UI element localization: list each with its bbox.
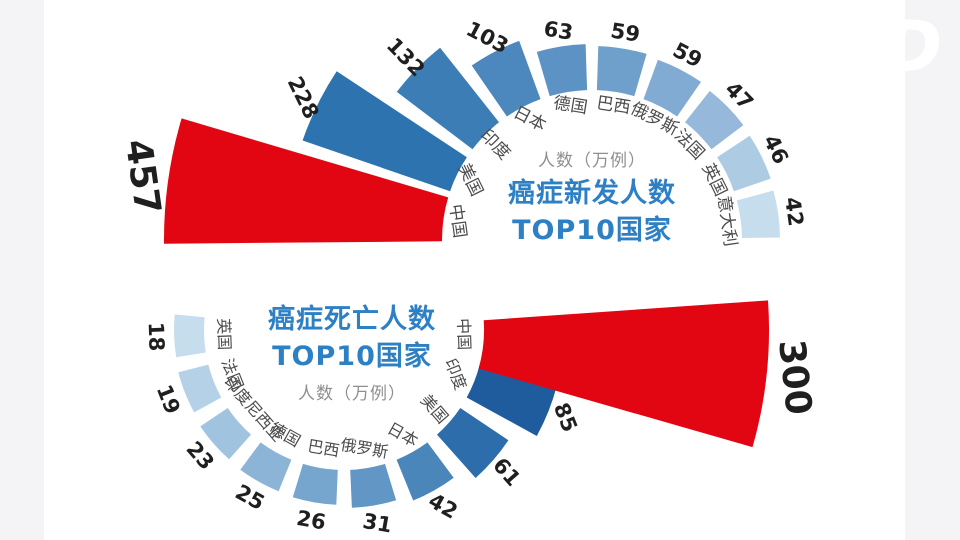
- wedge-uk-chart1: [717, 135, 771, 192]
- wedge-uk-chart2: [173, 314, 206, 358]
- country-label-germany-chart1: 德国: [552, 93, 589, 118]
- wedge-brazil-chart1: [596, 46, 647, 97]
- wedge-germany-chart2: [240, 442, 292, 492]
- country-label-japan-chart2: 日本: [384, 418, 421, 450]
- wedge-usa-chart2: [437, 408, 509, 478]
- country-label-china-chart2: 中国: [454, 318, 474, 351]
- deaths-chart-title-block: 癌症死亡人数 TOP10国家 人数（万例）: [232, 301, 472, 404]
- country-label-japan-chart1: 日本: [510, 103, 549, 136]
- wedge-india-chart1: [396, 47, 499, 150]
- country-label-russia-chart2: 俄罗斯: [339, 435, 390, 462]
- value-label-italy-chart1: 42: [780, 195, 808, 227]
- country-label-brazil-chart2: 巴西: [306, 436, 341, 460]
- wedge-france-chart1: [685, 90, 744, 150]
- new-cases-title: 癌症新发人数: [508, 178, 676, 209]
- letterbox-right: [905, 0, 960, 540]
- value-label-china-chart2: 300: [770, 338, 819, 417]
- value-label-india-chart2: 85: [549, 399, 582, 435]
- value-label-germany-chart2: 25: [231, 480, 268, 515]
- wedge-japan-chart2: [396, 442, 454, 501]
- wedge-brazil-chart2: [292, 463, 338, 505]
- wedge-usa-chart1: [302, 71, 467, 192]
- wedge-germany-chart1: [536, 44, 588, 97]
- deaths-title: 癌症死亡人数: [268, 304, 436, 335]
- value-label-brazil-chart2: 26: [295, 506, 328, 535]
- country-label-germany-chart2: 德国: [267, 418, 304, 450]
- country-label-china-chart1: 中国: [445, 203, 470, 239]
- value-label-japan-chart2: 42: [424, 488, 461, 523]
- wedge-russia-chart1: [643, 59, 701, 117]
- value-label-brazil-chart1: 59: [609, 18, 642, 46]
- deaths-unit-label: 人数（万例）: [298, 384, 406, 404]
- value-label-germany-chart1: 63: [542, 17, 575, 45]
- country-label-uk-chart2: 英国: [214, 318, 234, 351]
- wedge-china-chart2: [478, 300, 770, 448]
- watermark-logo: D: [884, 6, 943, 88]
- new-cases-chart-title-block: 人数（万例） 癌症新发人数 TOP10国家: [472, 146, 712, 249]
- wedge-japan-chart1: [471, 40, 541, 117]
- wedge-indonesia-chart2: [200, 408, 251, 460]
- value-label-uk-chart2: 18: [144, 322, 169, 352]
- wedge-china-chart1: [163, 118, 449, 244]
- value-label-china-chart1: 457: [117, 137, 168, 217]
- wedge-italy-chart1: [736, 190, 780, 238]
- country-label-italy-chart1: 意大利: [713, 194, 740, 247]
- new-cases-unit-label: 人数（万例）: [538, 151, 646, 171]
- value-label-russia-chart2: 31: [361, 509, 394, 538]
- letterbox-left: [0, 0, 44, 540]
- country-label-brazil-chart1: 巴西: [595, 93, 632, 118]
- deaths-subtitle: TOP10国家: [272, 341, 432, 372]
- value-label-france-chart2: 19: [152, 381, 185, 417]
- wedge-france-chart2: [178, 364, 222, 413]
- new-cases-subtitle: TOP10国家: [512, 215, 672, 246]
- wedge-russia-chart2: [350, 463, 397, 508]
